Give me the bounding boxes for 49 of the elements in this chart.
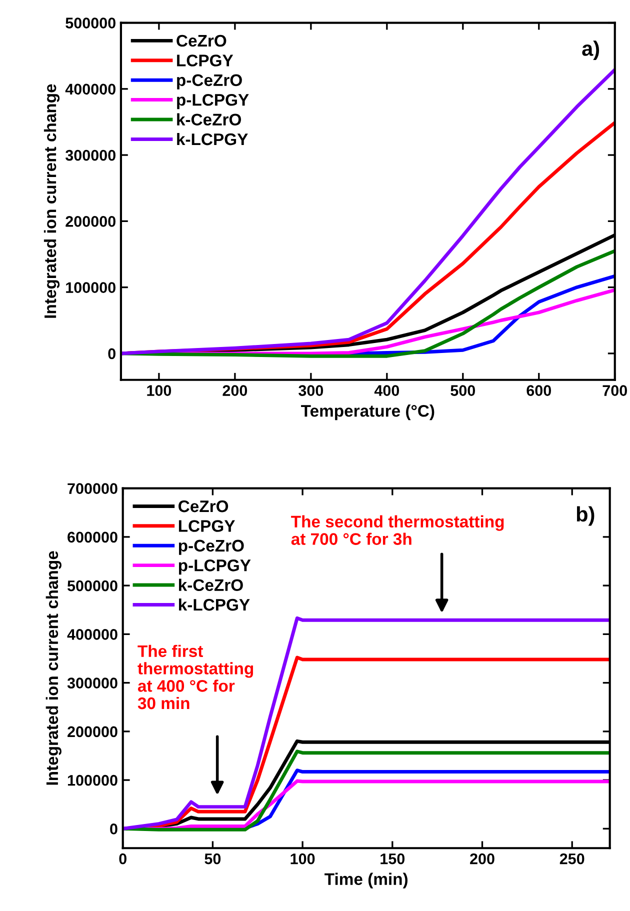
x-tick-label: 300	[298, 385, 324, 396]
line-series	[120, 68, 615, 356]
y-tick-label: 100000	[66, 282, 116, 293]
y-tick-label: 700000	[68, 483, 118, 494]
legend-label: p-CeZrO	[177, 74, 242, 90]
y-tick-label: 300000	[67, 678, 118, 689]
y-tick-label: 200000	[66, 216, 116, 227]
annotation: The first thermostatting at 400 °C for 30 min	[138, 644, 254, 710]
x-tick-label: 600	[526, 385, 552, 396]
y-tick-label: 200000	[68, 726, 118, 738]
x-axis-title: Time (min)	[324, 872, 408, 888]
y-axis-title: Integrated ion current change	[46, 551, 62, 785]
legend-label: k-LCPGY	[177, 132, 248, 146]
y-tick-label: 500000	[67, 580, 118, 592]
y-tick-label: 400000	[67, 629, 118, 640]
x-tick-label: 50	[204, 853, 221, 864]
x-tick-label: 100	[147, 385, 172, 396]
y-tick-label: 300000	[65, 150, 116, 161]
x-tick-label: 150	[380, 853, 405, 864]
x-tick-label: 200	[222, 385, 248, 396]
x-tick-label: 100	[290, 853, 315, 864]
x-axis-title: Temperature (°C)	[301, 404, 434, 420]
x-tick-label: 200	[470, 853, 494, 864]
y-tick-label: 400000	[65, 84, 116, 95]
legend-label: k-LCPGY	[179, 598, 250, 611]
legend-label: k-CeZrO	[179, 578, 243, 592]
y-tick-label: 0	[110, 824, 118, 834]
x-tick-label: 500	[450, 385, 476, 396]
y-tick-label: 500000	[66, 18, 116, 28]
annotation: b)	[576, 506, 594, 526]
y-tick-label: 0	[108, 348, 116, 360]
legend-label: k-CeZrO	[177, 113, 242, 126]
legend-label: CeZrO	[178, 500, 228, 512]
x-tick-label: 400	[374, 385, 400, 396]
legend-label: LCPGY	[178, 520, 235, 532]
legend-label: p-LCPGY	[177, 94, 249, 110]
annotation: a)	[582, 40, 600, 60]
y-tick-label: 600000	[68, 532, 118, 543]
y-axis-title: Integrated ion current change	[44, 84, 60, 318]
legend-label: CeZrO	[176, 34, 226, 47]
legend-label: LCPGY	[177, 54, 234, 66]
x-tick-label: 250	[560, 853, 584, 864]
x-tick-label: 700	[602, 385, 627, 396]
y-tick-label: 100000	[68, 774, 118, 786]
legend-label: p-LCPGY	[178, 560, 251, 575]
annotation: The second thermostatting at 700 °C for 3h	[291, 515, 504, 545]
x-tick-label: 0	[119, 853, 126, 864]
legend-label: p-CeZrO	[178, 540, 244, 555]
line-series	[122, 616, 610, 830]
